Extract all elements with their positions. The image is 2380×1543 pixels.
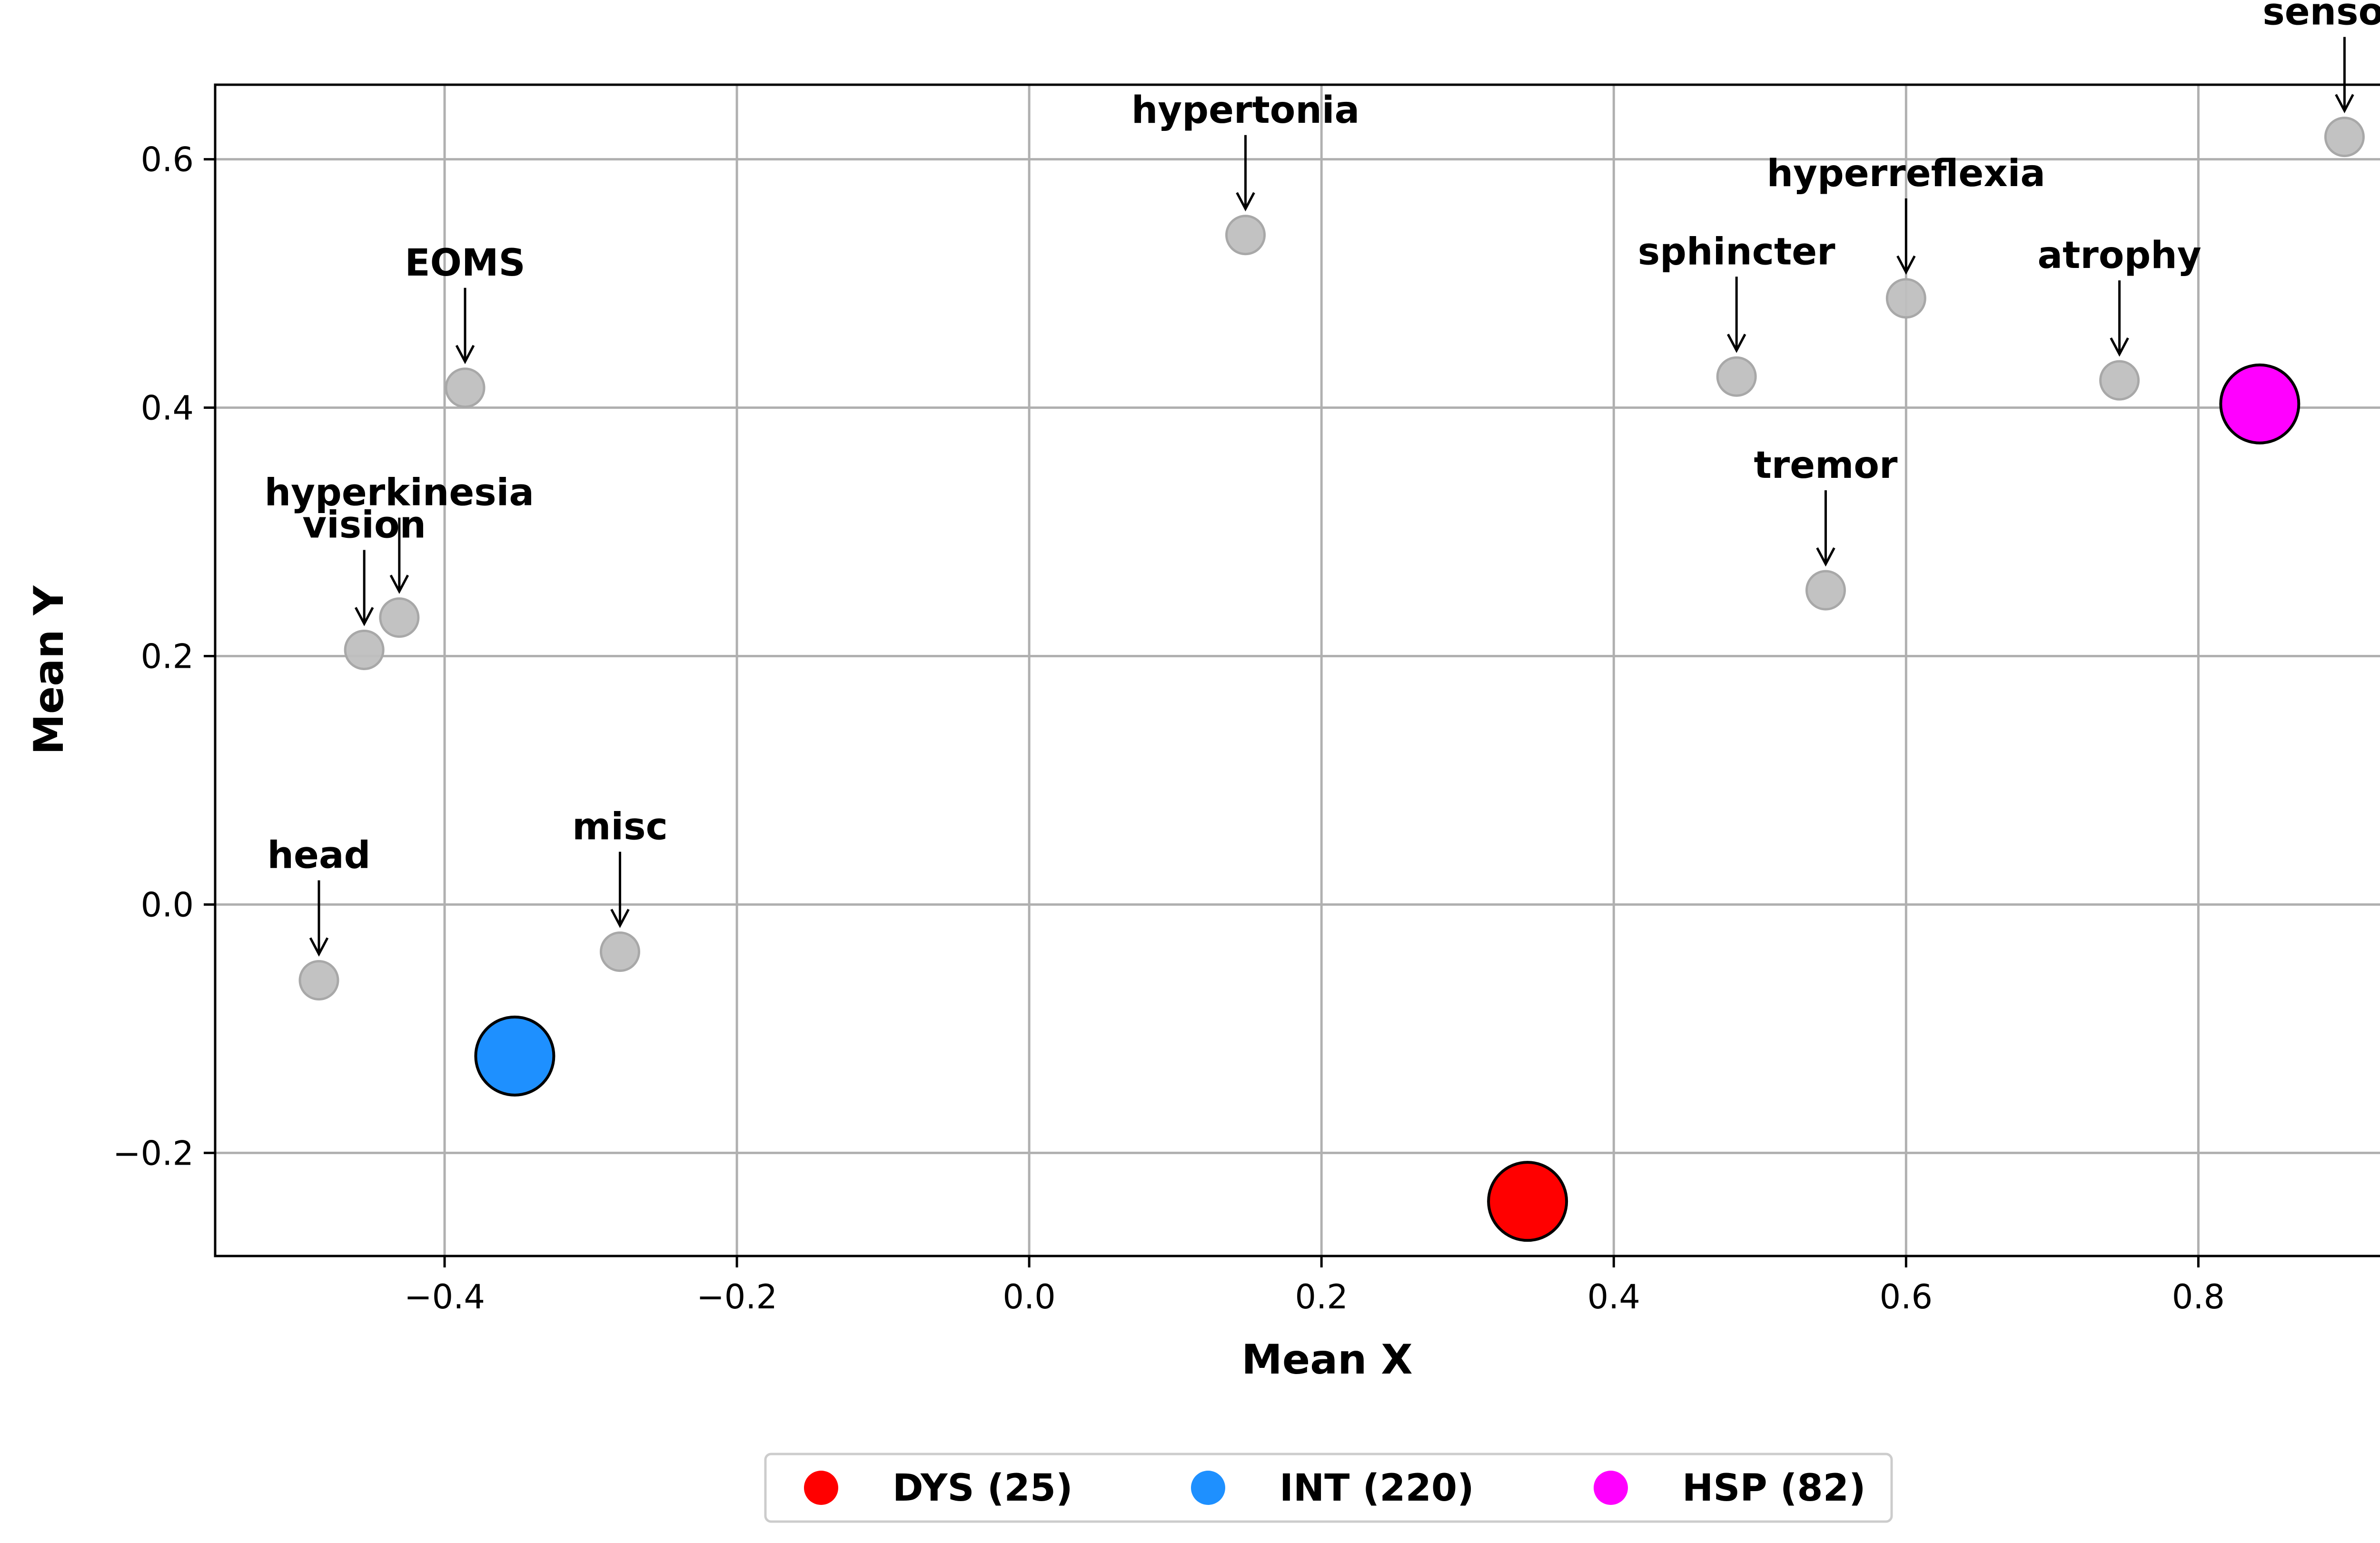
- group-points: [474, 363, 2301, 1242]
- annotation-arrow-head: [610, 909, 630, 928]
- annotation-label: tremor: [1754, 444, 1898, 487]
- annotation-arrow-head: [389, 574, 409, 594]
- group-point: [2219, 363, 2301, 445]
- annotation-arrow-head: [354, 607, 374, 626]
- annotation-arrow-head: [2110, 337, 2129, 357]
- feature-points: sensory hypertonia hyperreflexia sphincter a…: [265, 0, 2380, 1001]
- annotation-arrow-head: [2335, 94, 2354, 113]
- annotation-arrow-head: [455, 345, 475, 365]
- x-tick-label: 0.0: [1002, 1277, 1055, 1316]
- feature-point: [1885, 278, 1926, 319]
- annotation-label: atrophy: [2038, 234, 2202, 277]
- annotation-label: hyperreflexia: [1767, 152, 2045, 195]
- x-axis-label: Mean X: [1241, 1336, 1412, 1384]
- legend-label: DYS (25): [892, 1467, 1073, 1510]
- annotation-label: head: [268, 834, 371, 877]
- x-axis-ticks: −0.4 −0.2 0.0 0.2 0.4 0.6 0.8: [404, 1256, 2225, 1316]
- feature-point: [298, 960, 339, 1001]
- annotation-arrow-head: [309, 937, 329, 957]
- annotation-arrow-head: [1896, 255, 1916, 275]
- legend-label: INT (220): [1279, 1467, 1474, 1510]
- feature-point: [599, 931, 640, 972]
- annotation-label: EOMS: [405, 242, 525, 285]
- feature-point: [379, 597, 420, 638]
- y-tick-label: 0.0: [141, 885, 194, 924]
- group-point: [1487, 1161, 1568, 1242]
- legend-items: DYS (25) INT (220) HSP (82): [804, 1467, 1866, 1510]
- legend-marker: [1594, 1471, 1628, 1505]
- x-tick-label: −0.2: [696, 1277, 777, 1316]
- annotation-label: sphincter: [1638, 230, 1835, 273]
- plot-frame: [214, 83, 2380, 1257]
- x-tick-label: −0.4: [404, 1277, 485, 1316]
- y-tick-label: 0.4: [141, 389, 194, 428]
- annotation-arrow-head: [1726, 334, 1746, 353]
- x-tick-label: 0.2: [1295, 1277, 1348, 1316]
- x-tick-label: 0.8: [2172, 1277, 2225, 1316]
- legend-label: HSP (82): [1682, 1467, 1866, 1510]
- feature-point: [1716, 356, 1757, 397]
- annotation-label: vision: [302, 504, 426, 546]
- annotation-label: misc: [572, 806, 668, 849]
- feature-point: [445, 367, 486, 408]
- feature-point: [2324, 117, 2365, 158]
- legend-marker: [1191, 1471, 1225, 1505]
- annotation-arrow-head: [1236, 192, 1255, 212]
- feature-point: [2099, 360, 2140, 401]
- x-tick-label: 0.6: [1880, 1277, 1933, 1316]
- legend: DYS (25) INT (220) HSP (82): [764, 1453, 1893, 1523]
- annotation-label: hypertonia: [1131, 89, 1359, 132]
- feature-point: [1805, 570, 1846, 611]
- feature-point: [1225, 215, 1266, 256]
- y-tick-label: 0.2: [141, 637, 194, 676]
- annotation-arrow-head: [1816, 547, 1835, 567]
- y-tick-label: 0.6: [141, 140, 194, 179]
- legend-marker: [804, 1471, 838, 1505]
- y-tick-label: −0.2: [113, 1134, 194, 1173]
- annotation-label: sensory: [2262, 0, 2380, 34]
- group-point: [474, 1015, 555, 1097]
- x-tick-label: 0.4: [1587, 1277, 1640, 1316]
- y-axis-label: Mean Y: [25, 585, 73, 755]
- annotation-label: hyperkinesia: [265, 472, 534, 514]
- y-axis-ticks: −0.2 0.0 0.2 0.4 0.6: [113, 140, 215, 1173]
- feature-point: [344, 629, 385, 670]
